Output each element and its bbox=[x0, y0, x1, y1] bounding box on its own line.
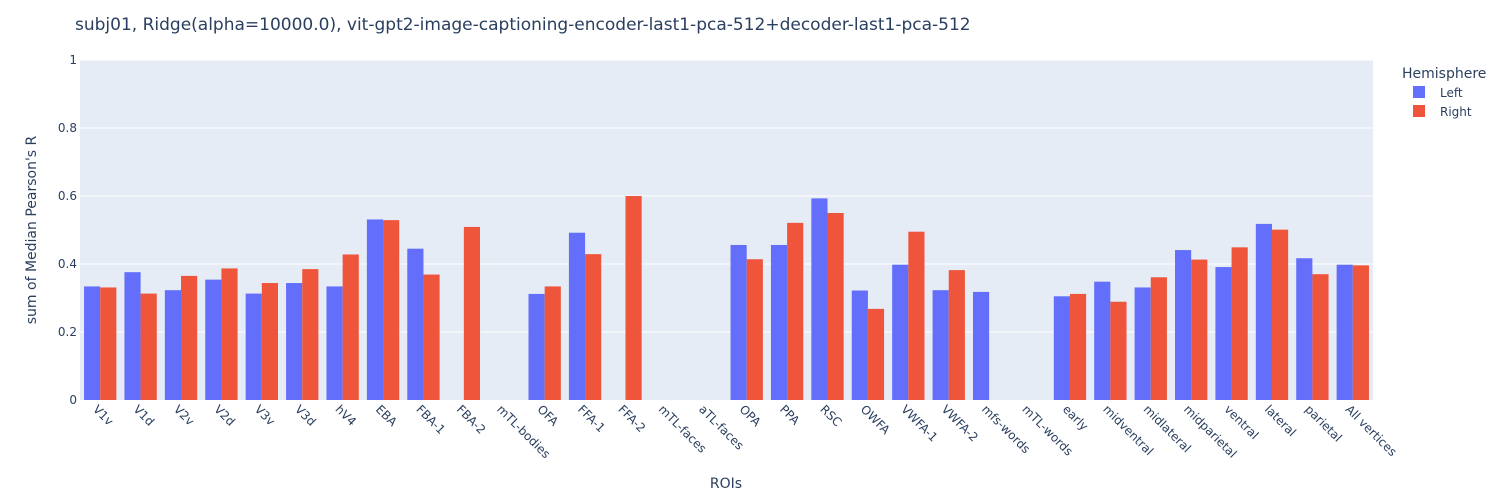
bar-right-v1d[interactable] bbox=[140, 293, 157, 400]
x-tick-label: FBA-2 bbox=[454, 402, 489, 437]
bars[interactable] bbox=[84, 196, 1369, 400]
bar-left-v2v[interactable] bbox=[164, 290, 182, 400]
bar-left-early[interactable] bbox=[1053, 296, 1070, 400]
bar-left-all-vertices[interactable] bbox=[1336, 264, 1353, 400]
x-tick-label: EBA bbox=[373, 402, 400, 429]
y-tick-label: 1 bbox=[69, 53, 77, 67]
x-tick-label: FBA-1 bbox=[413, 402, 448, 437]
bar-right-v2d[interactable] bbox=[221, 268, 238, 400]
x-tick-label: early bbox=[1060, 402, 1091, 433]
bar-right-rsc[interactable] bbox=[827, 213, 844, 400]
legend-label-right[interactable]: Right bbox=[1440, 105, 1472, 119]
bar-right-ofa[interactable] bbox=[544, 286, 561, 400]
bar-left-ffa-1[interactable] bbox=[568, 232, 586, 400]
bar-left-fba-1[interactable] bbox=[407, 248, 424, 400]
bar-right-eba[interactable] bbox=[383, 220, 400, 400]
x-tick-label: V3v bbox=[252, 402, 278, 428]
bar-right-midparietal[interactable] bbox=[1191, 259, 1208, 400]
y-tick-label: 0.2 bbox=[58, 325, 77, 339]
x-tick-label: hV4 bbox=[333, 402, 359, 428]
x-axis-ticks: V1v V1d V2v V2d V3v V3d hV4 EBA FBA-1 FBA-2 mTL-bo… bbox=[90, 402, 1399, 461]
bar-left-parietal[interactable] bbox=[1296, 258, 1313, 400]
x-tick-label: OPA bbox=[737, 402, 765, 430]
bar-left-vwfa-2[interactable] bbox=[932, 290, 949, 400]
x-tick-label: V2d bbox=[211, 402, 237, 428]
legend-title: Hemisphere bbox=[1402, 66, 1486, 82]
x-tick-label: RSC bbox=[817, 402, 844, 429]
bar-right-fba-1[interactable] bbox=[423, 274, 440, 400]
bar-left-vwfa-1[interactable] bbox=[892, 264, 909, 400]
bar-right-ventral[interactable] bbox=[1231, 247, 1248, 400]
x-tick-label: OWFA bbox=[858, 402, 893, 437]
bar-left-eba[interactable] bbox=[366, 219, 384, 400]
bar-left-v3v[interactable] bbox=[245, 293, 262, 400]
bar-left-ofa[interactable] bbox=[528, 293, 545, 400]
x-tick-label: All vertices bbox=[1343, 402, 1400, 459]
legend-swatch-left[interactable] bbox=[1413, 86, 1425, 98]
bar-left-v2d[interactable] bbox=[205, 279, 222, 400]
bar-left-v3d[interactable] bbox=[286, 283, 303, 400]
y-tick-label: 0.6 bbox=[58, 189, 77, 203]
bar-left-midparietal[interactable] bbox=[1175, 250, 1192, 400]
bar-right-v3d[interactable] bbox=[302, 269, 319, 400]
bar-left-ppa[interactable] bbox=[770, 244, 788, 400]
bar-left-mfs-words[interactable] bbox=[972, 291, 990, 400]
bar-right-opa[interactable] bbox=[746, 259, 763, 400]
x-tick-label: VWFA-1 bbox=[898, 402, 940, 444]
y-axis-ticks: 0 0.2 0.4 0.6 0.8 1 bbox=[58, 53, 77, 407]
x-tick-label: V3d bbox=[292, 402, 318, 428]
legend-label-left[interactable]: Left bbox=[1440, 86, 1463, 100]
bar-right-hv4[interactable] bbox=[342, 254, 359, 400]
bar-left-ventral[interactable] bbox=[1215, 267, 1232, 400]
bar-left-hv4[interactable] bbox=[326, 286, 343, 400]
bar-right-parietal[interactable] bbox=[1312, 274, 1329, 400]
bar-right-vwfa-2[interactable] bbox=[948, 270, 965, 400]
x-tick-label: FFA-1 bbox=[575, 402, 608, 435]
x-tick-label: OFA bbox=[535, 402, 562, 429]
x-tick-label: V2v bbox=[171, 402, 197, 428]
bar-left-v1d[interactable] bbox=[124, 272, 141, 400]
bar-right-v1v[interactable] bbox=[100, 287, 117, 400]
bar-right-v3v[interactable] bbox=[261, 283, 278, 400]
bar-right-all-vertices[interactable] bbox=[1352, 265, 1369, 400]
bar-right-ppa[interactable] bbox=[787, 222, 804, 400]
bar-right-owfa[interactable] bbox=[867, 308, 885, 400]
bar-left-rsc[interactable] bbox=[811, 198, 828, 400]
y-tick-label: 0.4 bbox=[58, 257, 77, 271]
bar-right-ffa-2[interactable] bbox=[625, 196, 642, 400]
legend[interactable]: Hemisphere Left Right bbox=[1402, 66, 1486, 119]
x-tick-label: V1v bbox=[90, 402, 116, 428]
y-tick-label: 0 bbox=[69, 393, 77, 407]
bar-right-midlateral[interactable] bbox=[1150, 277, 1167, 400]
bar-left-midlateral[interactable] bbox=[1134, 287, 1151, 400]
bar-left-opa[interactable] bbox=[730, 244, 747, 400]
x-tick-label: ventral bbox=[1221, 402, 1261, 442]
bar-left-owfa[interactable] bbox=[851, 290, 868, 400]
x-axis-title: ROIs bbox=[710, 476, 742, 492]
y-axis-title: sum of Median Pearson's R bbox=[24, 135, 40, 324]
x-tick-label: PPA bbox=[777, 402, 803, 428]
bar-left-v1v[interactable] bbox=[84, 286, 101, 400]
x-tick-label: FFA-2 bbox=[615, 402, 648, 435]
x-tick-label: lateral bbox=[1262, 402, 1299, 439]
x-tick-label: VWFA-2 bbox=[939, 402, 981, 444]
bar-right-early[interactable] bbox=[1069, 293, 1087, 400]
bar-right-vwfa-1[interactable] bbox=[908, 231, 925, 400]
legend-swatch-right[interactable] bbox=[1413, 105, 1425, 117]
bar-right-fba-2[interactable] bbox=[463, 226, 481, 400]
chart-title: subj01, Ridge(alpha=10000.0), vit-gpt2-i… bbox=[75, 15, 971, 35]
bar-right-ffa-1[interactable] bbox=[585, 254, 602, 400]
bar-right-v2v[interactable] bbox=[181, 275, 198, 400]
bar-right-midventral[interactable] bbox=[1110, 301, 1127, 400]
y-tick-label: 0.8 bbox=[58, 121, 77, 135]
x-tick-label: parietal bbox=[1302, 402, 1344, 444]
bar-right-lateral[interactable] bbox=[1271, 229, 1289, 400]
bar-left-midventral[interactable] bbox=[1094, 281, 1111, 400]
x-tick-label: V1d bbox=[130, 402, 156, 428]
bar-left-lateral[interactable] bbox=[1255, 223, 1272, 400]
